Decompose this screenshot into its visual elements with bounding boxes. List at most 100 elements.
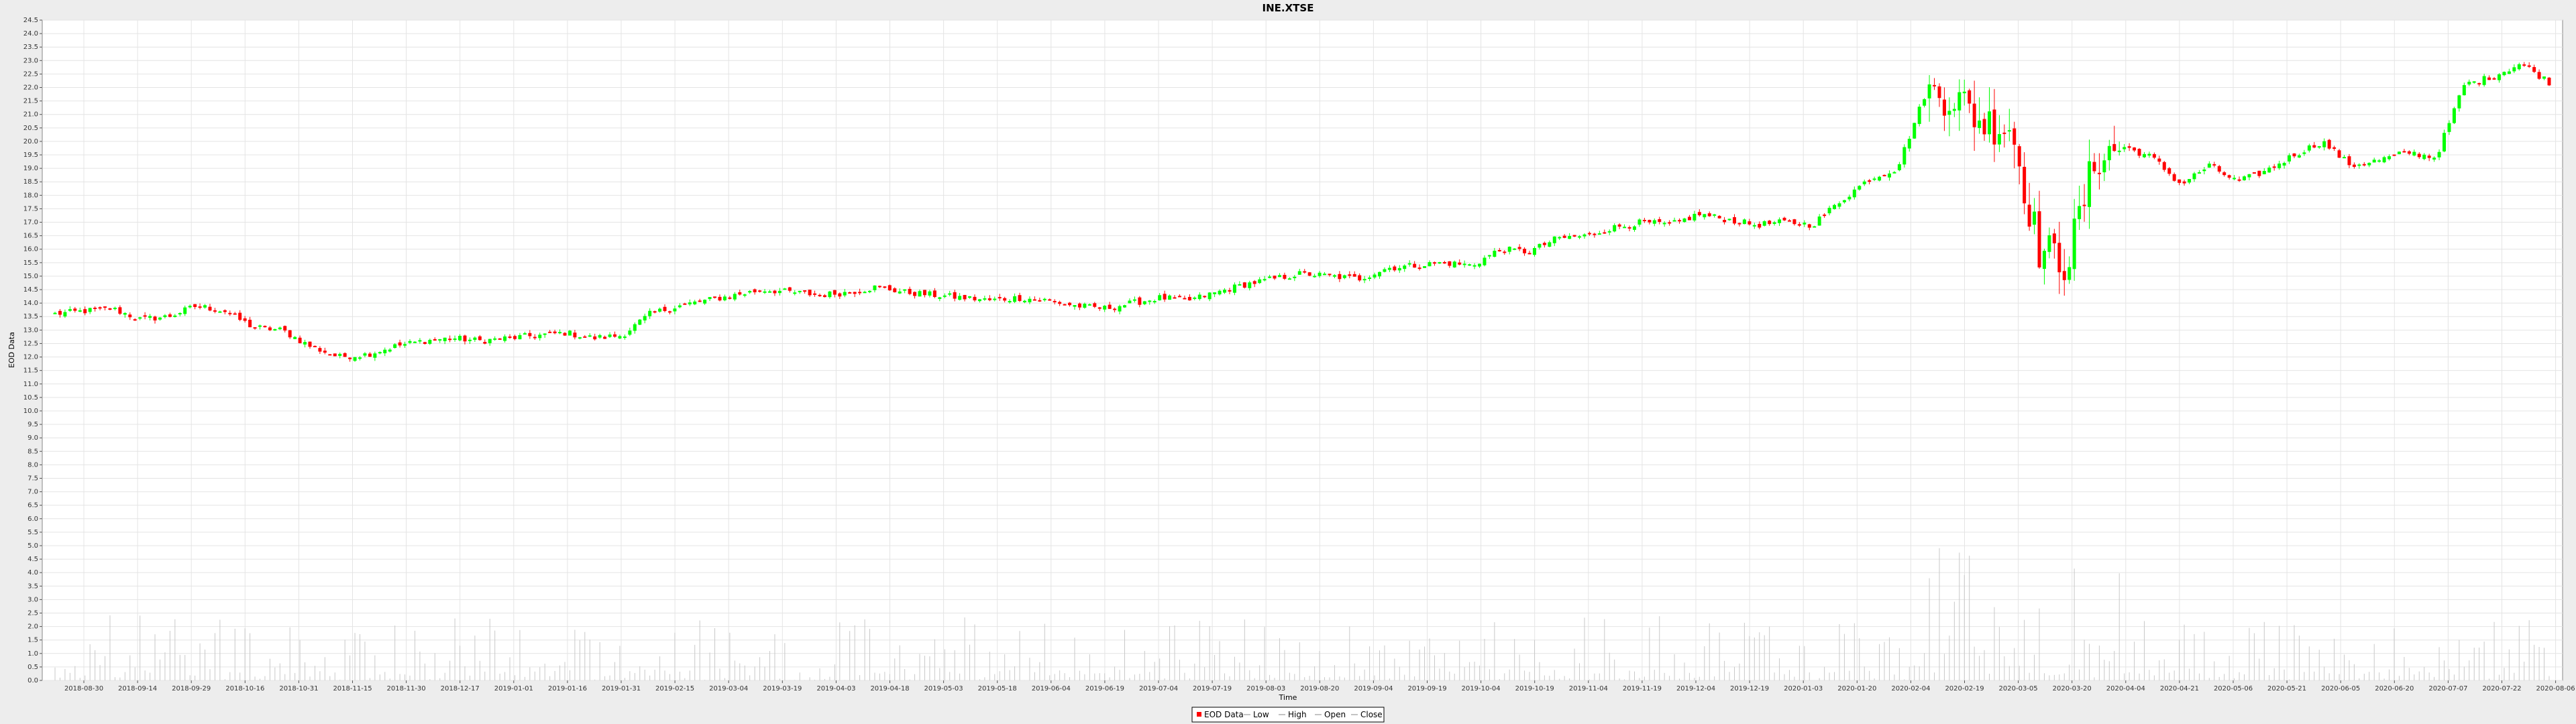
candle-body	[2237, 179, 2241, 181]
x-tick-label: 2019-05-18	[978, 685, 1017, 692]
candle-body	[648, 310, 652, 316]
candle-body	[1028, 298, 1032, 302]
candle-body	[2547, 77, 2551, 86]
x-tick-label: 2020-04-04	[2106, 685, 2145, 692]
candle-body	[1952, 109, 1956, 111]
y-tick-label: 22.5	[23, 70, 38, 78]
candle-body	[2542, 76, 2546, 79]
y-tick-label: 19.5	[23, 152, 38, 159]
candle-body	[2417, 154, 2421, 158]
candle-body	[1248, 282, 1252, 288]
candle-body	[373, 353, 377, 358]
candle-body	[1517, 247, 1521, 249]
candle-body	[458, 335, 462, 341]
candle-body	[483, 342, 487, 344]
candle-body	[1778, 219, 1782, 223]
candle-body	[1108, 304, 1112, 309]
x-tick-label: 2019-10-04	[1462, 685, 1501, 692]
x-tick-label: 2020-02-19	[1945, 685, 1984, 692]
y-tick-label: 3.0	[28, 596, 38, 603]
y-tick-label: 0.5	[28, 664, 38, 671]
candle-body	[1538, 243, 1542, 248]
candle-body	[1238, 284, 1242, 286]
candle-body	[358, 357, 362, 359]
candle-body	[188, 306, 192, 308]
candle-body	[893, 288, 897, 292]
y-tick-label: 2.5	[28, 609, 38, 617]
candle-body	[1083, 304, 1087, 308]
y-tick-label: 10.0	[23, 408, 38, 415]
candle-body	[2532, 67, 2536, 72]
x-tick-label: 2019-01-16	[548, 685, 587, 692]
y-tick-label: 11.5	[23, 367, 38, 375]
x-tick-label: 2019-09-19	[1407, 685, 1446, 692]
x-tick-label: 2018-11-30	[387, 685, 426, 692]
candle-body	[1862, 181, 1866, 184]
candle-body	[1352, 274, 1356, 277]
candle-body	[528, 333, 532, 337]
candle-body	[833, 290, 837, 295]
candle-body	[1907, 139, 1911, 149]
candle-body	[1403, 265, 1407, 269]
legend-high: High	[1288, 710, 1307, 719]
candle-body	[198, 306, 202, 308]
candle-body	[448, 339, 452, 341]
candle-body	[1827, 208, 1831, 214]
candle-body	[643, 316, 647, 320]
y-tick-label: 7.5	[28, 475, 38, 482]
candle-body	[2252, 172, 2256, 174]
candle-body	[1632, 226, 1636, 230]
candle-body	[1362, 279, 1366, 281]
candle-body	[558, 332, 562, 334]
candle-body	[1532, 248, 1536, 255]
candle-body	[1503, 251, 1507, 253]
candle-body	[2207, 164, 2211, 168]
candle-body	[1597, 233, 1601, 235]
candle-body	[1917, 107, 1921, 124]
candle-body	[2467, 81, 2471, 84]
candle-body	[2443, 133, 2447, 152]
y-tick-label: 21.0	[23, 111, 38, 119]
candle-body	[543, 333, 547, 335]
candle-body	[783, 288, 787, 290]
candle-body	[1713, 214, 1717, 216]
x-tick-label: 2019-11-19	[1623, 685, 1662, 692]
candle-body	[1652, 220, 1656, 224]
candle-body	[508, 336, 512, 338]
candle-body	[788, 287, 792, 291]
candle-body	[918, 291, 922, 297]
candle-body	[2123, 147, 2127, 149]
candle-body	[1868, 180, 1872, 182]
candle-body	[1937, 86, 1941, 99]
candle-body	[673, 308, 677, 312]
candle-body	[2178, 179, 2182, 183]
candle-body	[233, 313, 237, 315]
candle-body	[2537, 72, 2541, 79]
volume-bars	[54, 548, 2550, 680]
candle-body	[633, 324, 637, 331]
candle-body	[118, 307, 122, 314]
candle-body	[1348, 274, 1352, 276]
candle-body	[1277, 275, 1281, 278]
candle-body	[1717, 216, 1721, 219]
candle-body	[2257, 170, 2261, 176]
candle-body	[2387, 156, 2392, 160]
candle-body	[1642, 220, 1646, 222]
candle-body	[1042, 298, 1046, 300]
candle-body	[733, 294, 737, 300]
y-tick-label: 17.0	[23, 219, 38, 227]
candle-body	[2078, 206, 2082, 219]
candle-body	[1413, 263, 1417, 268]
candle-body	[608, 335, 612, 337]
candle-body	[1847, 196, 1851, 200]
candle-body	[1523, 249, 1527, 253]
candle-body	[438, 339, 442, 341]
candle-body	[877, 286, 881, 288]
candle-body	[1923, 99, 1927, 106]
legend-open: Open	[1324, 710, 1346, 719]
candle-body	[1318, 272, 1322, 276]
candle-body	[938, 297, 942, 299]
candle-body	[1782, 217, 1786, 221]
candle-body	[173, 315, 177, 317]
candle-body	[93, 307, 97, 309]
